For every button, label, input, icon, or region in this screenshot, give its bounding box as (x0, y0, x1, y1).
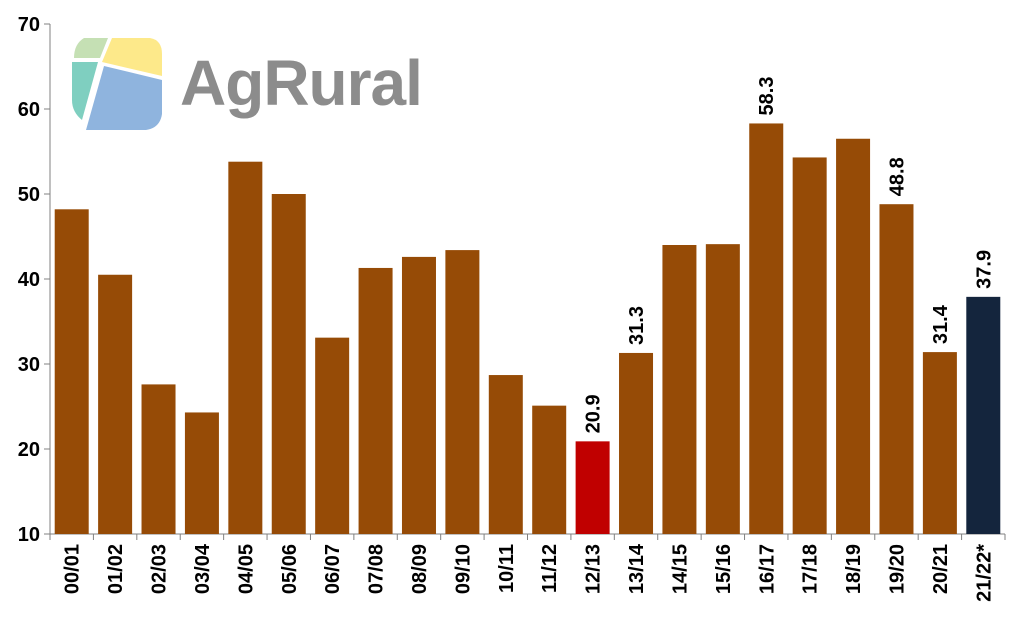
data-label: 31.3 (626, 306, 648, 345)
category-label: 03/04 (192, 543, 214, 594)
category-label: 00/01 (62, 544, 84, 594)
agrural-logo: AgRural (72, 38, 423, 130)
data-label: 58.3 (756, 77, 778, 116)
bar (488, 375, 523, 534)
bar (922, 352, 957, 534)
y-tick-label: 60 (18, 99, 40, 121)
category-label: 06/07 (322, 544, 344, 594)
bar (401, 256, 436, 534)
category-label: 05/06 (279, 544, 301, 594)
category-label: 01/02 (105, 544, 127, 594)
logo-text: AgRural (180, 47, 422, 119)
category-label: 14/15 (669, 544, 691, 594)
data-labels: 20.9 31.3 58.3 48.8 31.4 37.9 (583, 77, 996, 434)
category-label: 10/11 (496, 544, 518, 593)
bar (792, 157, 827, 534)
category-label: 08/09 (409, 544, 431, 594)
category-label: 19/20 (886, 544, 908, 594)
bar (879, 204, 914, 534)
category-label: 07/08 (366, 544, 388, 594)
category-label: 12/13 (583, 544, 605, 594)
bar (445, 250, 480, 534)
bar (315, 337, 350, 534)
bar (184, 412, 219, 534)
bar (966, 296, 1001, 534)
bar (662, 245, 697, 534)
logo-mark-icon (72, 38, 162, 130)
bar (141, 384, 176, 534)
category-label: 09/10 (452, 544, 474, 594)
bar (98, 274, 133, 534)
category-label: 20/21 (930, 544, 952, 594)
category-label: 13/14 (626, 543, 648, 594)
bar (836, 138, 871, 534)
y-tick-label: 50 (18, 184, 40, 206)
y-tick-label: 30 (18, 354, 40, 376)
category-labels: 00/01 01/02 02/03 03/04 04/05 05/06 06/07 07/08… (62, 543, 996, 602)
y-tick-label: 70 (18, 14, 40, 36)
bar (228, 161, 263, 534)
category-label: 02/03 (149, 544, 171, 594)
bar (619, 352, 654, 534)
data-label: 37.9 (973, 250, 995, 289)
category-label: 17/18 (800, 544, 822, 594)
data-label: 31.4 (930, 304, 952, 344)
data-label: 20.9 (583, 394, 605, 433)
y-tick-labels: 10 20 30 40 50 60 70 (18, 14, 40, 546)
category-label: 15/16 (713, 544, 735, 594)
bars (54, 123, 1001, 535)
y-tick-label: 40 (18, 269, 40, 291)
category-label: 11/12 (539, 544, 561, 593)
category-label: 16/17 (756, 544, 778, 594)
bar (358, 267, 393, 534)
bar (575, 441, 610, 534)
bar (749, 123, 784, 534)
bar (705, 244, 740, 534)
category-label: 21/22* (973, 544, 995, 602)
category-label: 04/05 (235, 544, 257, 594)
y-tick-label: 20 (18, 439, 40, 461)
data-label: 48.8 (886, 157, 908, 196)
bar (532, 405, 567, 534)
category-label: 18/19 (843, 544, 865, 594)
bar (271, 194, 306, 534)
y-tick-label: 10 (18, 524, 40, 546)
bar (54, 209, 89, 535)
